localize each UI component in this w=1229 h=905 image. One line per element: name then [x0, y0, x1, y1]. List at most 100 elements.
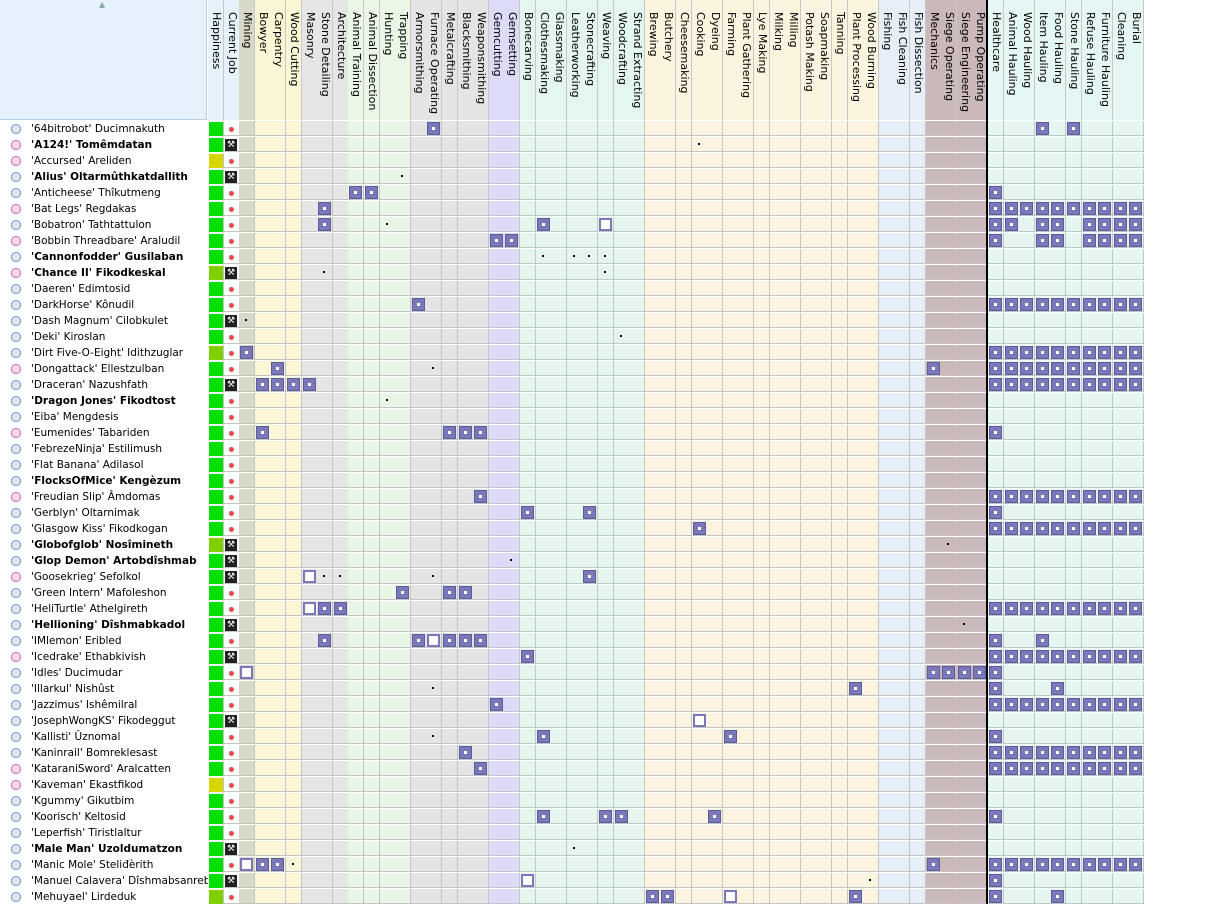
labor-cell[interactable]	[567, 377, 583, 392]
labor-cell[interactable]	[504, 825, 520, 840]
labor-cell[interactable]	[333, 809, 349, 824]
labor-cell[interactable]	[785, 777, 801, 792]
labor-cell[interactable]	[380, 841, 396, 856]
labor-cell[interactable]	[629, 601, 645, 616]
labor-cell[interactable]	[1082, 249, 1098, 264]
labor-cell[interactable]	[520, 841, 536, 856]
labor-cell[interactable]	[707, 489, 723, 504]
labor-cell[interactable]	[926, 249, 942, 264]
labor-cell[interactable]	[426, 137, 442, 152]
labor-cell[interactable]	[754, 697, 770, 712]
labor-cell[interactable]	[426, 761, 442, 776]
labor-cell[interactable]	[785, 569, 801, 584]
labor-cell[interactable]	[785, 585, 801, 600]
labor-cell[interactable]	[738, 809, 754, 824]
labor-cell[interactable]	[333, 521, 349, 536]
labor-cell[interactable]	[676, 185, 692, 200]
labor-cell[interactable]	[598, 409, 614, 424]
labor-cell[interactable]	[1004, 537, 1020, 552]
labor-cell[interactable]	[1097, 793, 1113, 808]
labor-cell[interactable]	[348, 265, 364, 280]
labor-cell[interactable]	[801, 889, 817, 904]
labor-cell[interactable]	[629, 505, 645, 520]
labor-cell[interactable]	[1082, 889, 1098, 904]
labor-cell[interactable]	[1128, 121, 1144, 136]
labor-cell[interactable]	[270, 409, 286, 424]
labor-cell[interactable]	[395, 601, 411, 616]
labor-cell[interactable]	[333, 617, 349, 632]
labor-cell[interactable]	[816, 537, 832, 552]
labor-cell[interactable]	[676, 393, 692, 408]
labor-cell[interactable]	[629, 361, 645, 376]
labor-cell[interactable]	[957, 537, 973, 552]
labor-cell[interactable]	[426, 185, 442, 200]
labor-cell[interactable]	[723, 297, 739, 312]
labor-cell[interactable]	[629, 745, 645, 760]
labor-cell[interactable]	[723, 281, 739, 296]
labor-cell[interactable]	[941, 201, 957, 216]
labor-cell[interactable]	[302, 249, 318, 264]
labor-cell[interactable]	[520, 281, 536, 296]
labor-cell[interactable]	[645, 201, 661, 216]
labor-cell[interactable]	[317, 649, 333, 664]
labor-cell[interactable]	[411, 793, 427, 808]
labor-cell[interactable]	[1035, 409, 1051, 424]
labor-cell[interactable]	[645, 473, 661, 488]
labor-cell[interactable]	[1050, 153, 1066, 168]
labor-cell[interactable]	[1113, 505, 1129, 520]
labor-cell[interactable]	[489, 809, 505, 824]
labor-cell[interactable]	[645, 313, 661, 328]
labor-cell[interactable]	[473, 329, 489, 344]
labor-cell[interactable]	[660, 777, 676, 792]
labor-cell[interactable]	[255, 745, 271, 760]
labor-cell[interactable]	[926, 393, 942, 408]
labor-cell[interactable]	[863, 233, 879, 248]
labor-cell[interactable]	[863, 297, 879, 312]
labor-cell[interactable]	[302, 201, 318, 216]
labor-cell[interactable]	[473, 697, 489, 712]
labor-cell[interactable]	[910, 681, 926, 696]
column-header-bg[interactable]	[1128, 0, 1144, 120]
labor-cell[interactable]	[270, 889, 286, 904]
labor-cell[interactable]	[317, 777, 333, 792]
labor-cell[interactable]	[567, 825, 583, 840]
labor-cell[interactable]	[816, 361, 832, 376]
labor-cell[interactable]	[785, 153, 801, 168]
labor-cell[interactable]	[255, 153, 271, 168]
labor-cell[interactable]	[660, 233, 676, 248]
dwarf-row[interactable]: 'Draceran' Nazushfath ⚒	[0, 377, 1229, 393]
labor-cell[interactable]	[1004, 137, 1020, 152]
labor-cell[interactable]	[598, 633, 614, 648]
labor-cell[interactable]	[879, 377, 895, 392]
labor-cell[interactable]	[801, 329, 817, 344]
dwarf-name[interactable]: 'Koorisch' Keltosid	[31, 811, 126, 823]
labor-cell[interactable]	[551, 809, 567, 824]
labor-cell[interactable]	[255, 329, 271, 344]
labor-cell[interactable]	[801, 761, 817, 776]
labor-cell[interactable]	[364, 729, 380, 744]
labor-cell[interactable]	[1004, 825, 1020, 840]
labor-cell[interactable]	[520, 809, 536, 824]
labor-cell[interactable]	[270, 617, 286, 632]
labor-cell[interactable]	[707, 633, 723, 648]
labor-cell[interactable]	[1082, 265, 1098, 280]
labor-cell[interactable]	[411, 185, 427, 200]
labor-cell[interactable]	[364, 521, 380, 536]
labor-cell[interactable]	[879, 569, 895, 584]
labor-cell[interactable]	[536, 505, 552, 520]
labor-cell[interactable]	[1097, 265, 1113, 280]
labor-cell[interactable]	[380, 617, 396, 632]
labor-cell[interactable]	[832, 233, 848, 248]
labor-cell[interactable]	[910, 649, 926, 664]
dwarf-name[interactable]: 'Bat Legs' Regdakas	[31, 203, 137, 215]
labor-cell[interactable]	[957, 633, 973, 648]
labor-cell[interactable]	[879, 361, 895, 376]
dwarf-row[interactable]: 'A124!' Tomêmdatan ⚒	[0, 137, 1229, 153]
labor-cell[interactable]	[957, 601, 973, 616]
labor-cell[interactable]	[738, 441, 754, 456]
labor-cell[interactable]	[302, 825, 318, 840]
labor-cell[interactable]	[364, 457, 380, 472]
labor-cell[interactable]	[863, 249, 879, 264]
labor-cell[interactable]	[1050, 409, 1066, 424]
labor-cell[interactable]	[770, 313, 786, 328]
